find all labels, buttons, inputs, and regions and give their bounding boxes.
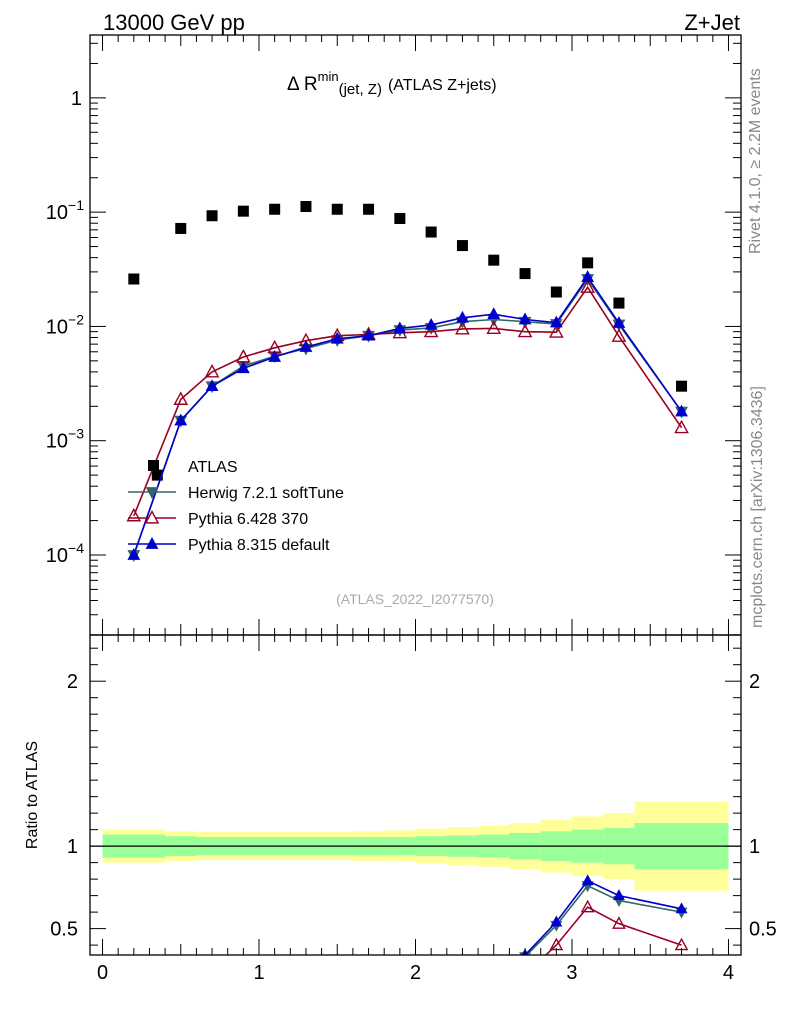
pythia-8-315-default-point	[362, 328, 375, 341]
pythia-6-428-370-point	[126, 507, 142, 522]
x-tick-label: 0	[97, 962, 108, 984]
atlas-point	[151, 469, 163, 481]
analysis-id: (ATLAS_2022_I2077570)	[336, 591, 494, 607]
pythia-6-428-370-point	[611, 328, 627, 342]
pythia-8-315-default-point	[393, 321, 407, 334]
pythia-6-428-370-point	[173, 391, 189, 405]
pythia-8-315-default-point	[424, 317, 438, 330]
atlas-point	[456, 240, 468, 252]
y-tick-label: 10−3	[46, 426, 84, 453]
pythia-8-315-default-point	[330, 331, 344, 344]
atlas-point	[582, 257, 594, 269]
atlas-point	[175, 222, 187, 234]
atlas-point	[331, 203, 343, 215]
pythia-8-315-default-point	[205, 379, 219, 392]
legend: ATLAS Herwig 7.2.1 softTune Pythia 6.428 3…	[128, 459, 344, 554]
pythia-6-428-370-point	[517, 323, 533, 338]
pythia-6-428-370-point	[486, 320, 502, 335]
ratio-y-tick-label: 0.5	[50, 919, 78, 941]
ratio-pythia-6-428-370-point	[519, 969, 530, 980]
x-tick-label: 3	[566, 962, 577, 984]
pythia-8-315-default-point	[268, 350, 282, 362]
atlas-point	[128, 273, 140, 285]
atlas-point	[269, 203, 281, 215]
ratio-y-tick-label-right: 1	[749, 836, 760, 858]
pythia-8-315-default-point	[127, 548, 141, 560]
x-tick-label: 4	[723, 962, 734, 984]
atlas-point	[363, 203, 375, 215]
x-tick-label: 1	[253, 962, 264, 984]
ratio-y-tick-label: 1	[67, 836, 78, 858]
atlas-point	[206, 210, 218, 222]
pythia-8-315-default-point	[487, 307, 501, 320]
x-tick-label: 2	[410, 962, 421, 984]
atlas-point	[237, 205, 249, 217]
legend-label-herwig-7-2-1-softtune: Herwig 7.2.1 softTune	[188, 485, 344, 502]
legend-label-pythia-6-428-370: Pythia 6.428 370	[188, 511, 308, 528]
y-tick-label: 10−4	[46, 540, 84, 567]
rivet-label: Rivet 4.1.0, ≥ 2.2M events	[747, 68, 764, 254]
pythia-6-428-370-point	[674, 419, 689, 434]
ratio-frame	[89, 634, 742, 956]
pythia-8-315-default-point	[456, 310, 469, 323]
pythia-6-428-370-point	[423, 323, 439, 338]
atlas-point	[488, 254, 500, 266]
atlas-point	[676, 380, 688, 392]
header-right: Z+Jet	[684, 10, 740, 35]
ratio-pythia-8-315-default-point	[613, 889, 625, 901]
legend-marker-herwig-7-2-1-softtune	[145, 487, 159, 499]
ratio-series-group	[90, 801, 741, 980]
header-left: 13000 GeV pp	[103, 10, 245, 35]
atlas-point	[519, 268, 531, 280]
main-series-group	[126, 201, 689, 562]
ratio-pythia-6-428-370-point	[580, 899, 595, 913]
atlas-point	[300, 201, 312, 213]
y-tick-label: 10−1	[46, 197, 84, 224]
ratio-panel: 0.5 0.5 1 1 2 2 0 1 2 3 4	[50, 635, 777, 984]
atlas-point	[425, 226, 437, 238]
legend-marker-pythia-6-428-370	[144, 510, 160, 524]
ratio-ylabel: Ratio to ATLAS	[24, 741, 41, 849]
ratio-y-tick-label-right: 0.5	[749, 919, 777, 941]
legend-label-pythia-8-315-default: Pythia 8.315 default	[188, 537, 330, 554]
ratio-y-tick-label: 2	[67, 671, 78, 693]
y-tick-label: 10−2	[46, 311, 84, 338]
ratio-pythia-6-428-370-point	[612, 916, 626, 929]
main-panel: 1 10−1 10−2 10−3 10−4	[46, 35, 741, 636]
pythia-8-315-default-point	[174, 413, 188, 426]
y-tick-label: 1	[71, 88, 82, 110]
legend-marker-atlas	[148, 460, 159, 471]
legend-marker-pythia-8-315-default	[145, 537, 159, 549]
ratio-pythia-8-315-default-point	[581, 874, 594, 886]
ratio-pythia-6-428-370-line	[544, 906, 682, 955]
atlas-point	[613, 297, 625, 309]
pythia-8-315-default-point	[675, 404, 688, 417]
pythia-6-428-370-point	[548, 324, 564, 338]
legend-label-atlas: ATLAS	[188, 459, 238, 476]
pythia-6-428-370-point	[204, 363, 220, 378]
pythia-8-315-default-point	[299, 340, 313, 352]
pythia-6-428-370-point	[455, 321, 470, 335]
pythia-8-315-default-point	[549, 315, 563, 328]
ratio-y-tick-label-right: 2	[749, 671, 760, 693]
atlas-point	[550, 286, 562, 298]
pythia-8-315-default-point	[518, 312, 532, 325]
mcplots-label: mcplots.cern.ch [arXiv:1306.3436]	[749, 386, 766, 628]
ratio-herwig-7-2-1-softtune-line	[525, 884, 682, 955]
pythia-8-315-default-point	[612, 316, 626, 328]
ratio-pythia-8-315-default-point	[675, 902, 688, 914]
ratio-pythia-8-315-default-line	[524, 879, 682, 955]
plot-title: Δ Rmin(jet, Z) (ATLAS Z+jets)	[287, 69, 497, 98]
ratio-pythia-8-315-default-point	[550, 915, 563, 927]
pythia-6-428-370-point	[580, 279, 595, 293]
pythia-6-428-370-line	[133, 285, 683, 517]
atlas-point	[394, 212, 406, 224]
pythia-8-315-default-point	[581, 270, 595, 282]
pythia-8-315-default-point	[236, 361, 250, 374]
